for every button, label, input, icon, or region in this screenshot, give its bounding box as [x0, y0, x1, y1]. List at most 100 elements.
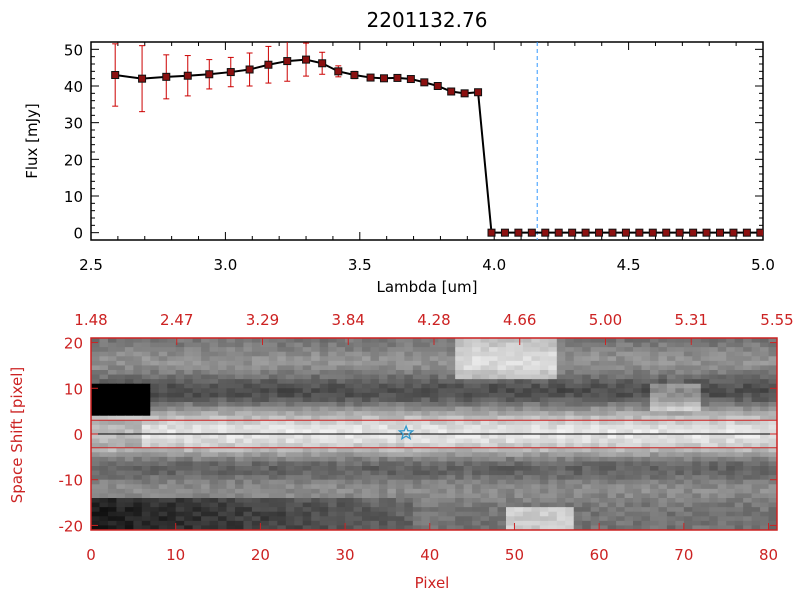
image-pixel: [150, 516, 160, 522]
image-pixel: [387, 443, 397, 449]
image-pixel: [548, 420, 558, 426]
image-pixel: [455, 402, 465, 408]
image-pixel: [768, 484, 777, 490]
image-pixel: [590, 470, 600, 476]
image-pixel: [522, 470, 532, 476]
image-pixel: [675, 475, 685, 481]
image-pixel: [658, 411, 668, 417]
image-pixel: [192, 342, 202, 348]
image-pixel: [294, 484, 304, 490]
image-pixel: [353, 392, 363, 399]
image-pixel: [319, 493, 329, 499]
image-pixel: [184, 402, 194, 408]
image-pixel: [302, 342, 312, 348]
image-pixel: [590, 383, 600, 389]
image-pixel: [531, 397, 541, 403]
image-pixel: [370, 338, 380, 344]
image-pixel: [370, 525, 380, 530]
image-pixel: [167, 475, 177, 481]
image-pixel: [717, 525, 727, 530]
image-pixel: [99, 406, 109, 412]
image-pixel: [319, 356, 329, 362]
image-pixel: [124, 338, 134, 344]
image-pixel: [133, 383, 143, 389]
data-point: [302, 55, 311, 64]
image-pixel: [649, 370, 660, 376]
image-pixel: [489, 488, 499, 495]
data-point: [245, 65, 254, 74]
image-pixel: [599, 338, 609, 344]
image-pixel: [404, 342, 414, 348]
image-pixel: [404, 438, 414, 444]
image-pixel: [226, 447, 236, 453]
image-pixel: [666, 374, 676, 380]
image-pixel: [751, 470, 761, 476]
image-pixel: [378, 452, 389, 458]
image-pixel: [599, 383, 609, 389]
image-pixel: [480, 461, 490, 467]
image-pixel: [404, 452, 414, 458]
image-pixel: [133, 507, 143, 513]
image-pixel: [260, 525, 270, 530]
image-pixel: [243, 498, 253, 504]
image-pixel: [150, 447, 160, 453]
image-pixel: [438, 379, 448, 385]
image-pixel: [167, 342, 177, 348]
image-pixel: [395, 383, 405, 389]
image-pixel: [607, 379, 617, 385]
image-pixel: [573, 520, 583, 527]
image-pixel: [582, 370, 592, 376]
space-shift-tick-label: 0: [73, 426, 83, 444]
image-pixel: [489, 502, 499, 508]
image-pixel: [260, 429, 270, 435]
image-pixel: [734, 452, 744, 458]
image-pixel: [573, 370, 583, 376]
image-pixel: [412, 374, 422, 380]
image-pixel: [531, 516, 541, 522]
data-point: [756, 228, 763, 237]
image-pixel: [226, 438, 236, 444]
image-pixel: [362, 402, 372, 408]
image-pixel: [345, 392, 355, 399]
image-pixel: [268, 388, 278, 394]
image-pixel: [404, 374, 414, 380]
image-pixel: [116, 520, 126, 527]
image-pixel: [700, 479, 710, 485]
image-pixel: [607, 429, 617, 435]
image-pixel: [336, 447, 346, 453]
image-pixel: [353, 365, 363, 371]
image-pixel: [505, 406, 516, 412]
image-pixel: [768, 420, 777, 426]
image-pixel: [124, 383, 134, 389]
image-pixel: [717, 351, 727, 357]
image-pixel: [472, 511, 482, 517]
image-pixel: [99, 438, 109, 444]
image-pixel: [633, 374, 643, 380]
image-pixel: [328, 516, 338, 522]
image-pixel: [277, 429, 287, 435]
image-pixel: [260, 466, 270, 472]
image-pixel: [726, 443, 736, 449]
image-pixel: [133, 338, 143, 344]
image-pixel: [268, 360, 278, 367]
image-pixel: [141, 420, 151, 426]
image-pixel: [184, 502, 194, 508]
image-pixel: [582, 502, 592, 508]
image-pixel: [633, 397, 643, 403]
image-pixel: [709, 374, 719, 380]
image-pixel: [353, 402, 363, 408]
image-pixel: [573, 447, 583, 453]
image-pixel: [658, 379, 668, 385]
image-pixel: [345, 365, 355, 371]
image-pixel: [336, 379, 346, 385]
image-pixel: [311, 516, 321, 522]
image-pixel: [107, 370, 118, 376]
image-pixel: [514, 370, 524, 376]
image-pixel: [311, 360, 321, 367]
image-pixel: [616, 438, 626, 444]
image-pixel: [641, 411, 651, 417]
image-pixel: [319, 502, 329, 508]
image-pixel: [234, 392, 245, 399]
image-pixel: [150, 411, 160, 417]
image-pixel: [201, 360, 211, 367]
